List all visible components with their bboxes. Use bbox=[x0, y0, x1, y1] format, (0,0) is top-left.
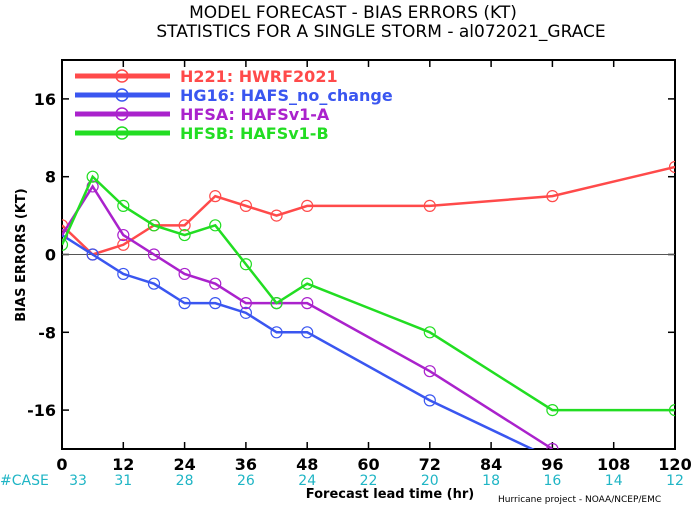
case-counts: 33 31 28 26 24 22 20 18 16 14 12 bbox=[69, 473, 684, 489]
chart-title-line2: STATISTICS FOR A SINGLE STORM - al072021… bbox=[156, 22, 605, 42]
y-tick-label: -8 bbox=[38, 323, 56, 342]
y-tick-label: 0 bbox=[45, 246, 56, 265]
data-point bbox=[546, 442, 559, 449]
x-tick-label: 12 bbox=[112, 455, 134, 474]
legend-label: H221: HWRF2021 bbox=[180, 67, 338, 86]
x-tick-label: 108 bbox=[597, 455, 630, 474]
data-point bbox=[209, 190, 222, 203]
x-tick-label: 48 bbox=[296, 455, 318, 474]
x-tick-label: 84 bbox=[480, 455, 502, 474]
x-tick-label: 120 bbox=[658, 455, 691, 474]
data-point bbox=[117, 228, 130, 242]
legend-marker bbox=[115, 88, 129, 102]
data-point bbox=[209, 219, 222, 232]
case-count: 12 bbox=[666, 473, 684, 489]
data-point bbox=[270, 297, 283, 310]
legend-label: HG16: HAFS_no_change bbox=[180, 86, 393, 105]
legend-label: HFSA: HAFSv1-A bbox=[180, 105, 330, 124]
data-point bbox=[178, 228, 191, 242]
series-line bbox=[62, 174, 675, 412]
data-point bbox=[301, 277, 314, 290]
data-point bbox=[147, 219, 161, 232]
data-point bbox=[239, 258, 252, 271]
data-point bbox=[178, 219, 191, 232]
data-point bbox=[62, 238, 69, 251]
data-point bbox=[117, 267, 130, 281]
x-axis-label: Forecast lead time (hr) bbox=[306, 487, 474, 502]
y-tick-label: -16 bbox=[27, 401, 56, 420]
data-point bbox=[301, 297, 314, 310]
data-point bbox=[423, 326, 436, 339]
case-label: #CASE bbox=[0, 473, 49, 489]
footer-credit: Hurricane project - NOAA/NCEP/EMC bbox=[498, 495, 661, 505]
legend-label: HFSB: HAFSv1-B bbox=[180, 124, 329, 143]
case-count: 33 bbox=[69, 473, 87, 489]
case-count: 20 bbox=[421, 473, 439, 489]
y-tick-label: 16 bbox=[34, 90, 56, 109]
data-point bbox=[178, 297, 191, 310]
data-point bbox=[423, 394, 436, 407]
case-count: 14 bbox=[605, 473, 623, 489]
case-count: 18 bbox=[482, 473, 500, 489]
series-line bbox=[62, 184, 554, 449]
series-line bbox=[62, 233, 535, 449]
x-tick-label: 60 bbox=[357, 455, 379, 474]
data-point bbox=[423, 365, 436, 378]
x-tick-label: 0 bbox=[56, 455, 67, 474]
data-point bbox=[270, 326, 283, 339]
y-axis-label: BIAS ERRORS (KT) bbox=[14, 188, 29, 321]
data-point bbox=[239, 306, 252, 319]
case-count: 31 bbox=[114, 473, 132, 489]
chart-title-line1: MODEL FORECAST - BIAS ERRORS (KT) bbox=[189, 3, 517, 23]
data-point bbox=[239, 297, 252, 310]
data-point bbox=[147, 277, 161, 290]
y-tick-label: 8 bbox=[45, 168, 56, 187]
data-point bbox=[209, 297, 222, 310]
x-axis-ticks: 0 12 24 36 48 60 72 84 96 108 120 bbox=[56, 60, 692, 474]
x-tick-label: 72 bbox=[419, 455, 441, 474]
data-point bbox=[86, 170, 99, 183]
data-point bbox=[668, 160, 675, 174]
data-point bbox=[117, 199, 130, 212]
data-point bbox=[301, 326, 314, 339]
data-point bbox=[546, 404, 559, 417]
data-point bbox=[209, 277, 222, 290]
legend-marker bbox=[115, 107, 129, 121]
data-point bbox=[546, 190, 559, 203]
data-point bbox=[178, 267, 191, 281]
series-group bbox=[62, 160, 675, 449]
case-count: 22 bbox=[360, 473, 378, 489]
y-axis-ticks: -16 -8 0 8 16 bbox=[27, 90, 675, 420]
series-line bbox=[62, 165, 675, 256]
legend-marker bbox=[115, 126, 129, 140]
data-point bbox=[147, 248, 161, 261]
case-count: 24 bbox=[298, 473, 316, 489]
x-tick-label: 96 bbox=[541, 455, 563, 474]
data-point bbox=[270, 209, 283, 222]
data-point bbox=[668, 404, 675, 417]
data-point bbox=[86, 248, 99, 261]
legend-marker bbox=[115, 69, 129, 83]
data-point bbox=[301, 199, 314, 212]
data-point bbox=[117, 238, 130, 251]
case-count: 28 bbox=[176, 473, 194, 489]
case-count: 16 bbox=[543, 473, 561, 489]
x-tick-label: 36 bbox=[235, 455, 257, 474]
data-point bbox=[239, 199, 252, 212]
case-count: 26 bbox=[237, 473, 255, 489]
data-point bbox=[423, 199, 436, 212]
x-tick-label: 24 bbox=[173, 455, 195, 474]
